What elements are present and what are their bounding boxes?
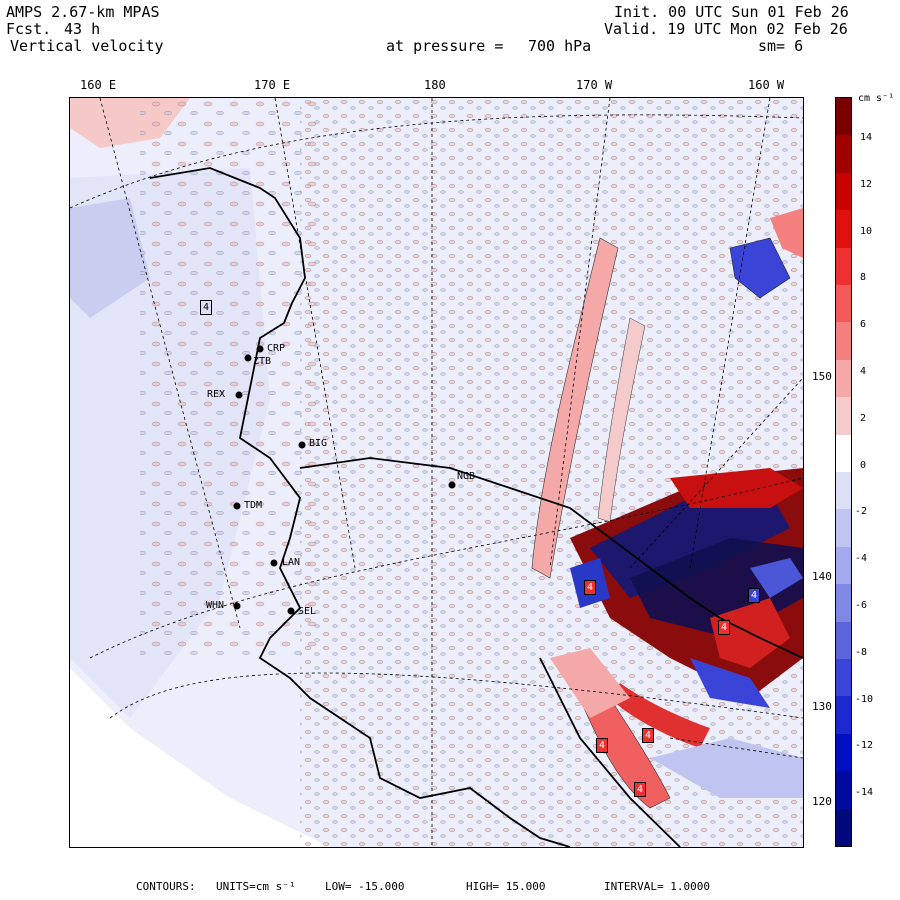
blue-patch-lower [650,738,803,798]
colorbar-swatch [836,546,851,585]
colorbar-tick-label: 8 [860,272,867,284]
station-label: CRP [267,343,286,354]
footer-low: LOW= -15.000 [325,880,405,893]
colorbar-tick-label: -8 [855,646,868,658]
colorbar-swatch [836,172,851,211]
colorbar-swatch [836,397,851,436]
blue-patch-mid [690,658,770,708]
colorbar-tick-label: 12 [860,178,873,190]
colorbar-swatch [836,285,851,323]
lon-label-160e: 160 E [80,78,117,92]
station-label: ZTB [253,356,272,367]
station-dots [233,345,456,615]
colorbar-tick-label: -6 [855,600,868,611]
forecast-hour: 43 h [64,20,101,38]
map-canvas [70,98,803,847]
station-label: REX [207,389,226,400]
plateau-blue-patch [70,198,150,318]
station-label: BIG [309,438,328,449]
extremum-marker: 4 [584,580,597,595]
colorbar-tick-label: 6 [860,319,867,331]
wave-blue-patch [729,237,791,299]
colorbar-tick-label: 14 [860,132,873,143]
vertical-velocity-map [69,97,804,848]
colorbar-tick-label: 10 [860,225,873,237]
colorbar-tick-label: -2 [855,506,868,518]
lon-label-180: 180 [424,78,446,92]
station-label: NGB [457,471,476,482]
colorbar-swatch [836,696,851,735]
lon-label-170w: 170 W [576,78,613,92]
colorbar-tick-label: 2 [860,412,867,424]
colorbar-swatch [836,359,851,398]
colorbar-swatch [836,322,851,361]
pressure-value: 700 hPa [528,37,592,55]
pressure-label: at pressure = [386,37,504,55]
footer-interval: INTERVAL= 1.0000 [604,880,710,893]
colorbar-units: cm s⁻¹ [858,93,895,104]
colorbar-swatch [836,584,851,623]
model-title: AMPS 2.67-km MPAS [6,3,160,21]
colorbar-swatch [836,621,851,660]
plateau-speckle [140,98,320,658]
coastline [149,167,803,847]
forecast-label: Fcst. [6,20,52,38]
colorbar-swatch [836,434,851,473]
valid-time: Valid. 19 UTC Mon 02 Feb 26 [604,20,848,38]
colorbar-swatch [836,98,851,136]
station-label: TDM [244,500,263,511]
colorbar-tick-label: -4 [855,553,868,565]
colorbar-swatch [836,659,851,697]
extremum-marker: 4 [718,620,731,635]
extremum-marker: 4 [748,588,761,603]
init-time: Init. 00 UTC Sun 01 Feb 26 [614,3,849,21]
field-name: Vertical velocity [10,37,164,55]
colorbar-swatch [836,135,851,174]
footer-high: HIGH= 15.000 [466,880,546,893]
footer-units: UNITS=cm s⁻¹ [216,880,296,893]
graticule [70,98,803,847]
colorbar-swatch [836,733,851,772]
extremum-marker: 4 [634,782,647,797]
colorbar-swatch [836,210,851,249]
extremum-marker: 4 [642,728,655,743]
extremum-marker: 4 [596,738,609,753]
colorbar-swatch [836,247,851,286]
station-label: SEL [298,606,317,617]
colorbar-swatch [836,509,851,548]
colorbar-swatch [836,472,851,510]
unshaded-area [70,668,330,847]
colorbar-tick-label: 4 [860,366,867,377]
colorbar-swatch [836,771,851,810]
wave-streak [531,237,619,579]
colorbar-tick-label: -12 [855,740,874,752]
red-patch-lower-2 [610,683,710,748]
colorbar-tick-label: -10 [855,693,874,705]
station-label: LAN [282,557,301,568]
station-label: WHN [206,600,225,611]
footer-contours: CONTOURS: [136,880,196,893]
wave-red-patch [770,208,803,258]
colorbar-swatch [836,808,851,847]
lon-label-170e: 170 E [254,78,291,92]
pink-patch-lower [550,648,630,718]
colorbar [835,97,852,847]
extremum-marker: 4 [200,300,213,315]
colorbar-tick-label: -14 [855,787,874,799]
colorbar-tick-label: 0 [860,459,867,471]
smoothing-label: sm= 6 [758,37,804,55]
lon-label-160w: 160 W [748,78,785,92]
